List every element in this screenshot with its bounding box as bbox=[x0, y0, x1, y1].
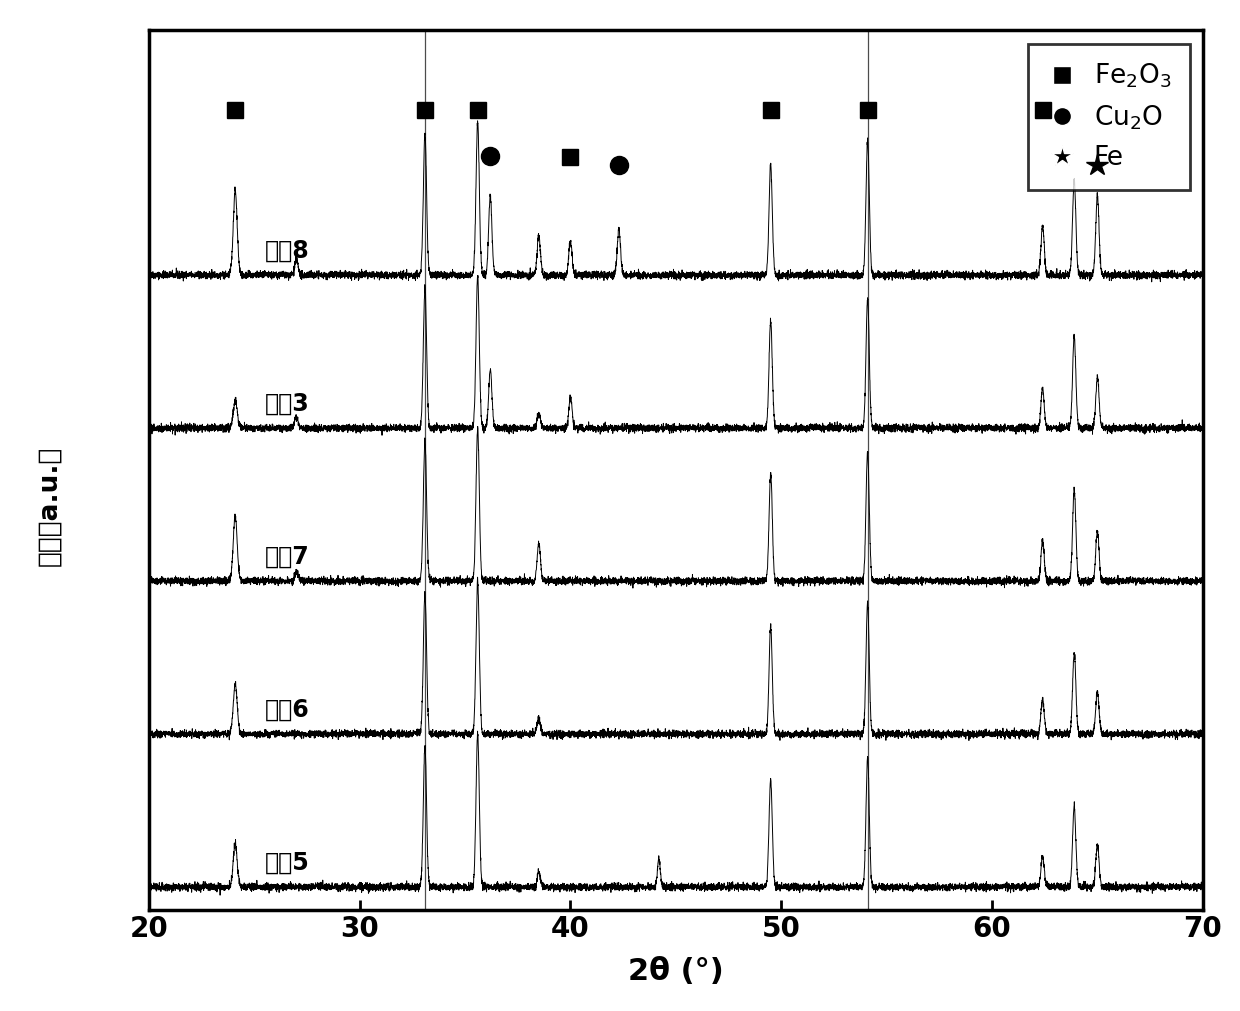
Text: 样哆3: 样哆3 bbox=[265, 392, 310, 416]
Text: 样哆7: 样哆7 bbox=[265, 545, 310, 569]
X-axis label: 2θ (°): 2θ (°) bbox=[627, 956, 724, 986]
Legend: Fe$_2$O$_3$, Cu$_2$O, Fe: Fe$_2$O$_3$, Cu$_2$O, Fe bbox=[1028, 43, 1189, 190]
Text: 样哆8: 样哆8 bbox=[265, 239, 310, 263]
Text: 样哆5: 样哆5 bbox=[265, 850, 310, 875]
Text: 强度（a.u.）: 强度（a.u.） bbox=[37, 445, 62, 566]
Text: 样哆6: 样哆6 bbox=[265, 698, 310, 722]
